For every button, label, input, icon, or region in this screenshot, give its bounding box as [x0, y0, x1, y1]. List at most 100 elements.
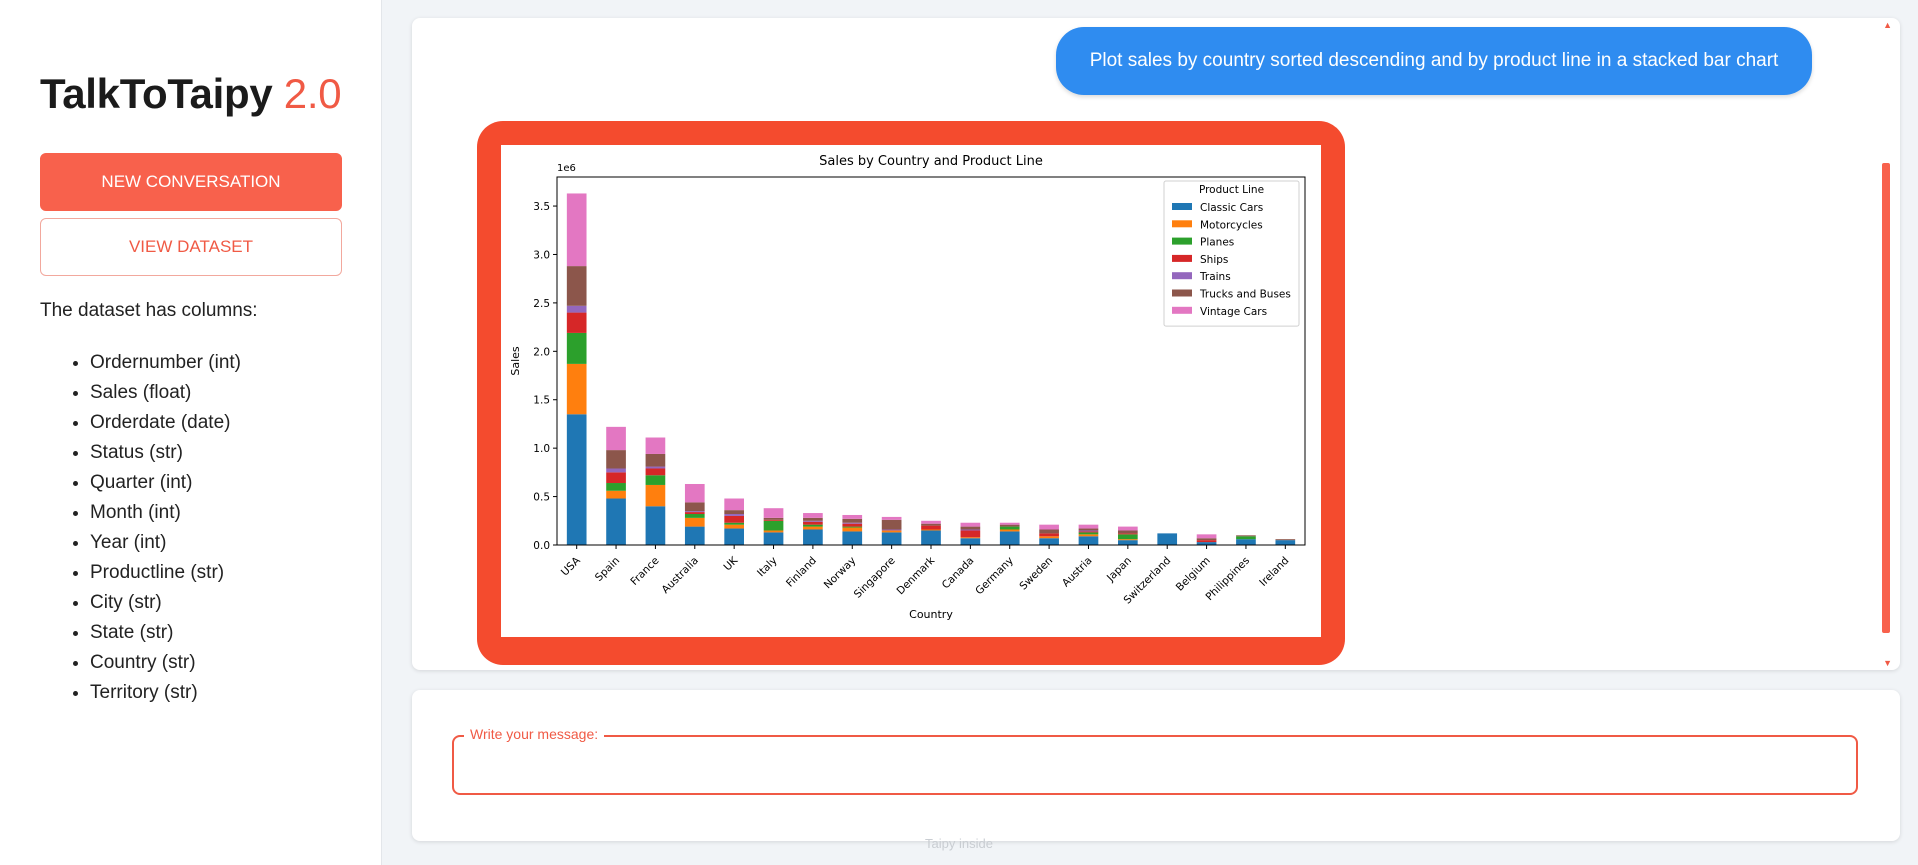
bar-segment	[1196, 538, 1217, 541]
bar-segment	[1236, 535, 1256, 537]
bar-segment	[724, 524, 744, 529]
columns-intro: The dataset has columns:	[40, 300, 258, 321]
bar-segment	[1196, 534, 1217, 539]
column-item: Year (int)	[90, 528, 241, 558]
y-tick-label: 3.0	[533, 249, 550, 261]
bar-segment	[881, 529, 902, 531]
bar-segment	[606, 426, 626, 451]
bar-segment	[1078, 530, 1099, 532]
bar-segment	[842, 531, 863, 545]
x-tick-label: Spain	[593, 555, 622, 584]
bar-segment	[684, 526, 705, 545]
bar-segment	[724, 522, 744, 525]
scroll-up-icon[interactable]: ▲	[1883, 20, 1892, 30]
y-axis-label: Sales	[509, 346, 522, 376]
message-input[interactable]	[470, 747, 1834, 785]
bar-segment	[724, 528, 744, 545]
column-item: Status (str)	[90, 438, 241, 468]
y-tick-label: 1.0	[533, 443, 550, 455]
app-title: TalkToTaipy 2.0	[40, 70, 342, 118]
x-tick-label: Canada	[940, 555, 977, 592]
bar-segment	[1118, 540, 1138, 545]
sidebar: TalkToTaipy 2.0 NEW CONVERSATION VIEW DA…	[0, 0, 382, 865]
column-item: Month (int)	[90, 498, 241, 528]
bar-segment	[1078, 532, 1099, 535]
bar-segment	[606, 483, 626, 491]
x-tick-label: Denmark	[895, 554, 938, 597]
column-item: Orderdate (date)	[90, 408, 241, 438]
column-item: Country (str)	[90, 648, 241, 678]
x-tick-label: Austria	[1060, 555, 1095, 590]
bar-segment	[606, 490, 626, 499]
chart-title: Sales by Country and Product Line	[819, 154, 1043, 169]
bar-segment	[921, 523, 941, 526]
bar-segment	[606, 450, 626, 469]
bar-segment	[999, 531, 1020, 545]
bar-segment	[724, 515, 744, 523]
bar-segment	[1196, 540, 1217, 543]
app-title-main: TalkToTaipy	[40, 70, 273, 117]
bar-segment	[645, 468, 666, 476]
bar-segment	[1118, 534, 1138, 540]
x-axis-label: Country	[909, 608, 953, 621]
bar-segment	[763, 517, 784, 520]
user-message-bubble: Plot sales by country sorted descending …	[1056, 27, 1812, 95]
bar-segment	[566, 332, 587, 364]
bar-segment	[645, 453, 666, 467]
bar-segment	[842, 518, 863, 523]
x-tick-label: Italy	[755, 555, 780, 580]
new-conversation-button[interactable]: NEW CONVERSATION	[40, 153, 342, 211]
bar-segment	[921, 525, 941, 530]
x-tick-label: Finland	[784, 555, 819, 590]
x-tick-label: Belgium	[1174, 555, 1213, 594]
column-item: Productline (str)	[90, 558, 241, 588]
bar-segment	[1157, 533, 1178, 545]
bar-segment	[803, 526, 823, 530]
bar-segment	[1039, 524, 1059, 530]
bar-segment	[842, 527, 863, 532]
x-tick-label: Japan	[1104, 555, 1134, 585]
y-tick-label: 2.5	[533, 298, 550, 310]
bar-segment	[645, 484, 666, 507]
bar-segment	[999, 522, 1020, 525]
footer-text: Taipy inside	[925, 836, 993, 851]
bar-segment	[881, 532, 902, 545]
bar-segment	[881, 530, 902, 533]
x-tick-label: Germany	[973, 555, 1016, 598]
bar-segment	[724, 514, 744, 516]
bar-segment	[763, 530, 784, 533]
scroll-down-icon[interactable]: ▼	[1883, 658, 1892, 668]
legend-title: Product Line	[1199, 184, 1264, 196]
bar-segment	[1275, 539, 1296, 541]
legend-entry: Planes	[1200, 237, 1234, 249]
x-tick-label: Australia	[660, 555, 701, 596]
view-dataset-button[interactable]: VIEW DATASET	[40, 218, 342, 276]
bar-segment	[881, 519, 902, 530]
legend-entry: Motorcycles	[1200, 219, 1263, 231]
bar-segment	[566, 193, 587, 267]
y-tick-label: 0.0	[533, 540, 550, 552]
bar-segment	[645, 475, 666, 485]
bar-segment	[684, 483, 705, 503]
chat-panel[interactable]: Plot sales by country sorted descending …	[412, 18, 1900, 670]
scrollbar-thumb[interactable]	[1882, 163, 1890, 633]
x-tick-label: USA	[559, 554, 583, 578]
bar-segment	[1078, 536, 1099, 545]
bar-segment	[803, 517, 823, 521]
bar-segment	[999, 526, 1020, 530]
bar-segment	[606, 468, 626, 473]
bar-segment	[606, 498, 626, 545]
bar-segment	[566, 305, 587, 313]
stacked-bar-chart: Sales by Country and Product Line 1e6 0.0 0…	[509, 154, 1306, 621]
y-tick-label: 3.5	[533, 201, 550, 213]
message-field[interactable]: Write your message:	[452, 726, 1858, 795]
legend-swatch	[1172, 272, 1192, 280]
bar-segment	[566, 312, 587, 333]
column-item: Ordernumber (int)	[90, 348, 241, 378]
bar-segment	[960, 522, 981, 527]
bar-segment	[763, 520, 784, 531]
bar-segment	[842, 523, 863, 527]
bar-segment	[684, 512, 705, 515]
x-tick-label: France	[628, 555, 661, 588]
bar-segment	[566, 266, 587, 306]
